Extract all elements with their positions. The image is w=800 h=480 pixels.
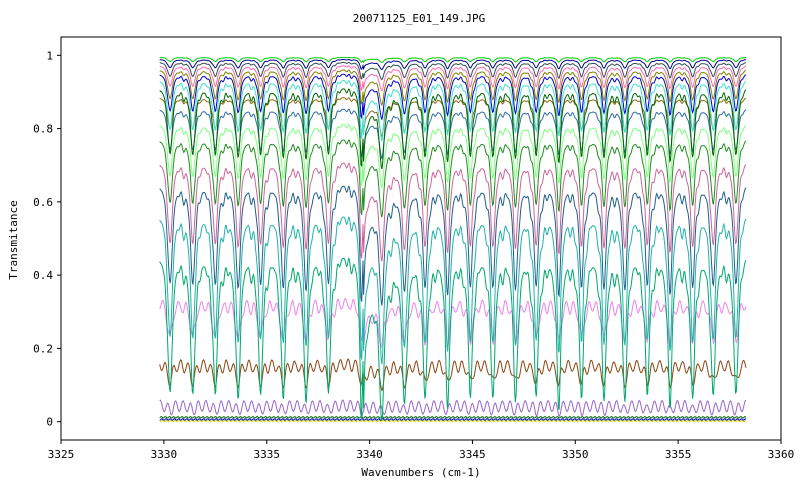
y-tick-label: 0.8 — [33, 123, 53, 136]
x-axis-ticks: 3325 3330 3335 3340 3345 3350 3355 3360 — [48, 440, 795, 461]
x-tick-label: 3355 — [665, 448, 692, 461]
y-tick-label: 0.6 — [33, 196, 53, 209]
spectrum-series-line — [159, 416, 747, 419]
spectrum-series-line — [159, 124, 747, 190]
spectrum-series-line — [159, 88, 747, 170]
spectrum-series-line — [159, 162, 747, 262]
spectrum-series-line — [159, 139, 747, 218]
plot-area-frame — [60, 36, 782, 441]
spectrum-series-line — [159, 257, 747, 421]
spectrum-series-line — [159, 297, 747, 349]
y-tick-label: 0.4 — [33, 269, 53, 282]
spectrum-series-line — [159, 185, 747, 306]
x-axis-title: Wavenumbers (cm-1) — [361, 466, 480, 479]
spectrum-series-line — [159, 58, 747, 71]
spectrum-series-line — [159, 69, 747, 107]
x-tick-label: 3325 — [48, 448, 75, 461]
y-tick-label: 0 — [46, 416, 53, 429]
y-axis-ticks: 0 0.2 0.4 0.6 0.8 1 — [33, 49, 61, 429]
x-tick-label: 3350 — [562, 448, 589, 461]
x-tick-label: 3340 — [356, 448, 383, 461]
y-axis-title: Transmitance — [7, 200, 20, 279]
spectrum-series-line — [159, 399, 747, 418]
spectrum-series-line — [159, 80, 747, 143]
y-tick-label: 0.2 — [33, 342, 53, 355]
spectrum-series-line — [159, 65, 747, 92]
spectrum-series-line — [159, 108, 747, 160]
spectrum-series-line — [159, 73, 747, 121]
spectrum-series-line — [159, 56, 746, 63]
spectrum-series-line — [159, 62, 747, 81]
y-tick-label: 1 — [46, 49, 53, 62]
x-tick-label: 3360 — [768, 448, 795, 461]
x-tick-label: 3345 — [459, 448, 486, 461]
spectrum-series-line — [159, 418, 747, 421]
spectrum-series-line — [159, 419, 747, 423]
chart-title: 20071125_E01_149.JPG — [353, 12, 485, 25]
x-tick-label: 3335 — [253, 448, 280, 461]
series-group — [159, 56, 747, 423]
spectrum-series-line — [159, 358, 747, 392]
x-tick-label: 3330 — [151, 448, 178, 461]
spectrum-series-line — [159, 216, 747, 365]
